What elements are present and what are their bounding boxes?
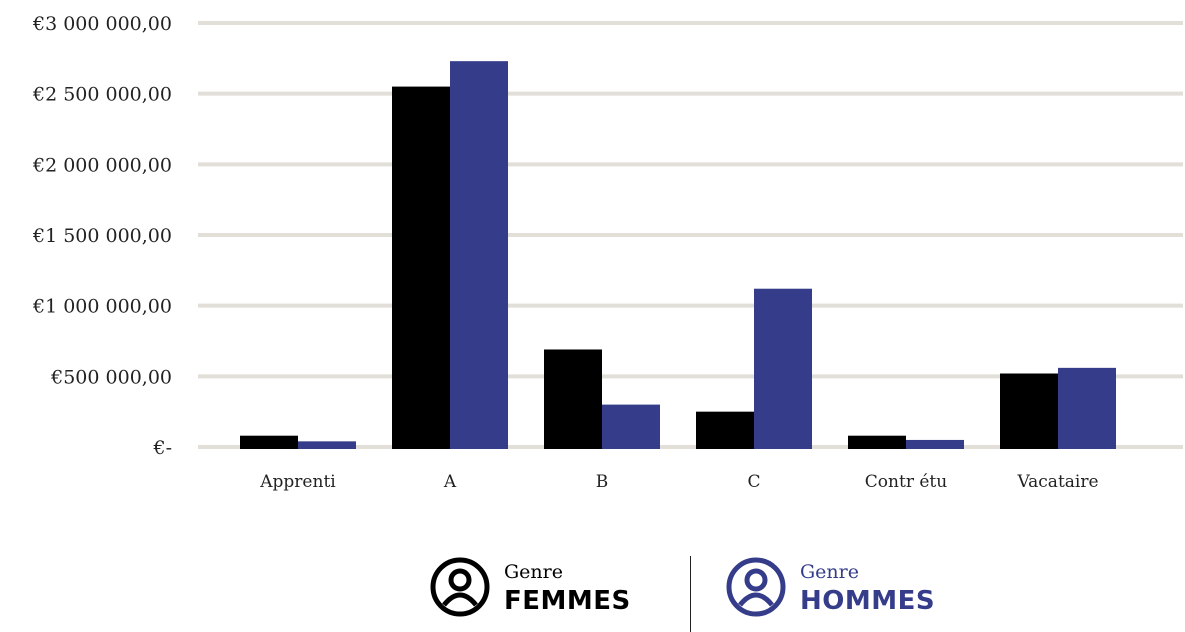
bar-femmes-0 xyxy=(240,435,298,449)
y-tick-label: €3 000 000,00 xyxy=(32,13,172,35)
bar-femmes-2 xyxy=(544,349,602,449)
x-tick-label: Vacataire xyxy=(1016,472,1098,492)
y-tick-label: €2 500 000,00 xyxy=(32,84,172,106)
x-axis: Apprenti A B C Contr étu Vacataire xyxy=(259,472,1098,492)
y-tick-label: €1 500 000,00 xyxy=(32,225,172,247)
legend-genre-label: Genre xyxy=(800,561,859,583)
bar-hommes-0 xyxy=(298,441,356,449)
x-tick-label: Apprenti xyxy=(259,472,336,492)
bar-hommes-5 xyxy=(1058,367,1116,449)
bar-hommes-4 xyxy=(906,439,964,449)
user-icon xyxy=(430,557,490,617)
x-tick-label: C xyxy=(747,472,760,492)
bar-chart: €- €500 000,00 €1 000 000,00 €1 500 000,00 €… xyxy=(32,13,1183,492)
bar-hommes-2 xyxy=(602,404,660,449)
bars xyxy=(240,61,1116,449)
y-tick-label: €500 000,00 xyxy=(50,366,172,388)
legend-femmes-label: FEMMES xyxy=(504,586,631,616)
x-tick-label: B xyxy=(596,472,609,492)
bar-hommes-3 xyxy=(754,288,812,449)
legend-genre-label: Genre xyxy=(504,561,563,583)
bar-hommes-1 xyxy=(450,61,508,449)
x-tick-label: A xyxy=(443,472,457,492)
user-icon xyxy=(726,557,786,617)
bar-femmes-3 xyxy=(696,411,754,449)
bar-femmes-5 xyxy=(1000,373,1058,449)
y-tick-label: €2 000 000,00 xyxy=(32,154,172,176)
legend-divider xyxy=(690,556,691,632)
y-tick-label: €1 000 000,00 xyxy=(32,296,172,318)
legend-femmes: Genre FEMMES xyxy=(428,555,631,619)
y-axis: €- €500 000,00 €1 000 000,00 €1 500 000,00 €… xyxy=(32,13,172,459)
x-tick-label: Contr étu xyxy=(865,472,947,492)
legend-hommes-label: HOMMES xyxy=(800,586,936,616)
y-tick-label: €- xyxy=(152,437,172,459)
bar-femmes-1 xyxy=(392,86,450,449)
legend-hommes: Genre HOMMES xyxy=(724,555,935,619)
bar-femmes-4 xyxy=(848,435,906,449)
gridlines xyxy=(198,21,1183,449)
